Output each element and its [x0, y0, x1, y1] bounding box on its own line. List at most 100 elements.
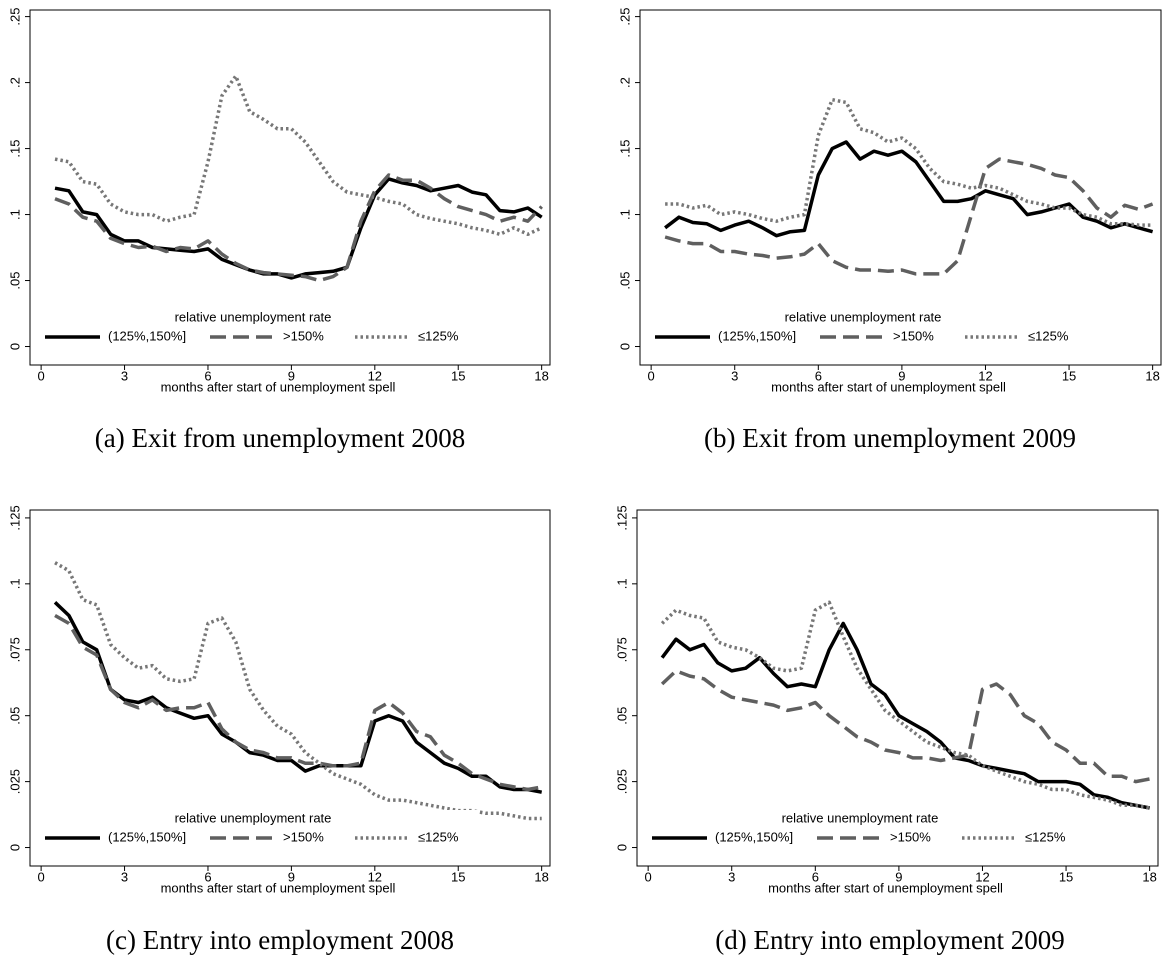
panel: 0 .025 .05 .075 .1 .125 0 3 6 9 12 15 18 months after…: [7, 505, 551, 955]
legend-label: >150%: [893, 328, 934, 343]
y-tick-label: .15: [617, 140, 632, 158]
legend-label: (125%,150%]: [715, 829, 793, 844]
y-tick-label: .2: [7, 77, 22, 88]
x-tick-label: 9: [288, 869, 295, 884]
series-line: [664, 157, 1154, 276]
legend-box: [648, 309, 1088, 356]
x-axis-label: months after start of unemployment spell: [768, 880, 1003, 895]
legend-label: ≤125%: [1028, 328, 1069, 343]
legend-title: relative unemployment rate: [785, 309, 942, 324]
legend-label: >150%: [890, 829, 931, 844]
series-line: [54, 177, 543, 280]
legend-label: >150%: [283, 328, 324, 343]
y-tick-label: 0: [7, 343, 22, 350]
y-tick-label: .05: [614, 707, 629, 725]
y-tick-label: .05: [7, 707, 22, 725]
y-tick-label: 0: [614, 844, 629, 851]
x-tick-label: 18: [1145, 368, 1159, 383]
y-tick-label: .15: [7, 140, 22, 158]
series-line: [664, 140, 1154, 238]
x-tick-label: 12: [368, 368, 382, 383]
x-tick-label: 0: [645, 869, 652, 884]
y-tick-label: .125: [7, 505, 22, 530]
x-axis-label: months after start of unemployment spell: [161, 880, 396, 895]
y-tick-label: .075: [7, 637, 22, 662]
caption: (a) Exit from unemployment 2008: [95, 423, 465, 453]
x-tick-label: 0: [38, 869, 45, 884]
legend-label: (125%,150%]: [108, 328, 186, 343]
x-tick-label: 15: [451, 869, 465, 884]
legend-title: relative unemployment rate: [782, 810, 939, 825]
y-tick-label: 0: [7, 844, 22, 851]
x-tick-label: 15: [1059, 869, 1073, 884]
y-tick-label: .25: [7, 8, 22, 26]
y-tick-label: 0: [617, 343, 632, 350]
y-tick-label: .125: [614, 505, 629, 530]
x-tick-label: 3: [731, 368, 738, 383]
x-tick-label: 0: [648, 368, 655, 383]
y-tick-label: .05: [617, 271, 632, 289]
legend-label: ≤125%: [418, 829, 459, 844]
legend-label: (125%,150%]: [108, 829, 186, 844]
x-tick-label: 3: [121, 368, 128, 383]
legend-label: ≤125%: [418, 328, 459, 343]
x-tick-label: 18: [534, 368, 548, 383]
legend-box: [38, 309, 478, 356]
x-axis-label: months after start of unemployment spell: [161, 379, 396, 394]
legend-label: (125%,150%]: [718, 328, 796, 343]
y-tick-label: .05: [7, 271, 22, 289]
panel: 0 .025 .05 .075 .1 .125 0 3 6 9 12 15 18 months after…: [614, 505, 1159, 955]
y-tick-label: .1: [7, 578, 22, 589]
x-tick-label: 12: [975, 869, 989, 884]
x-tick-label: 6: [812, 869, 819, 884]
plot-frame: [636, 509, 1159, 867]
series-line: [53, 601, 543, 794]
x-tick-label: 18: [1142, 869, 1156, 884]
caption: (b) Exit from unemployment 2009: [704, 423, 1076, 453]
legend-label: >150%: [283, 829, 324, 844]
series-line: [660, 600, 1150, 810]
caption: (d) Entry into employment 2009: [715, 925, 1064, 955]
x-tick-label: 6: [204, 368, 211, 383]
plot-frame: [639, 9, 1162, 366]
series-line: [660, 621, 1150, 810]
legend-box: [38, 810, 478, 857]
legend-label: ≤125%: [1025, 829, 1066, 844]
x-tick-label: 3: [728, 869, 735, 884]
panel: 0 .05 .1 .15 .2 .25 0 3 6 9 12 15 18 months after sta…: [617, 8, 1162, 453]
series-line: [54, 613, 543, 792]
y-tick-label: .025: [7, 769, 22, 794]
x-axis-label: months after start of unemployment spell: [771, 379, 1006, 394]
y-tick-label: .25: [617, 8, 632, 26]
caption: (c) Entry into employment 2008: [106, 925, 454, 955]
x-tick-label: 9: [288, 368, 295, 383]
x-tick-label: 3: [121, 869, 128, 884]
y-tick-label: .2: [617, 77, 632, 88]
x-tick-label: 6: [815, 368, 822, 383]
series-line: [660, 669, 1150, 784]
panel: 0 .05 .1 .15 .2 .25 0 3 6 9 12 15 18 months after sta…: [7, 8, 551, 453]
legend-box: [645, 810, 1085, 857]
series-line: [54, 74, 543, 237]
x-tick-label: 0: [38, 368, 45, 383]
y-tick-label: .075: [614, 637, 629, 662]
y-tick-label: .1: [617, 209, 632, 220]
series-line: [54, 173, 543, 283]
plot-frame: [29, 509, 551, 867]
x-tick-label: 9: [895, 869, 902, 884]
series-line: [54, 561, 542, 821]
x-tick-label: 9: [898, 368, 905, 383]
y-tick-label: .1: [614, 578, 629, 589]
legend-title: relative unemployment rate: [175, 810, 332, 825]
x-tick-label: 15: [1062, 368, 1076, 383]
series-line: [665, 97, 1153, 227]
x-tick-label: 6: [204, 869, 211, 884]
y-tick-label: .025: [614, 769, 629, 794]
x-tick-label: 15: [451, 368, 465, 383]
x-tick-label: 18: [534, 869, 548, 884]
x-tick-label: 12: [978, 368, 992, 383]
plot-frame: [29, 9, 551, 366]
y-tick-label: .1: [7, 209, 22, 220]
legend-title: relative unemployment rate: [175, 309, 332, 324]
